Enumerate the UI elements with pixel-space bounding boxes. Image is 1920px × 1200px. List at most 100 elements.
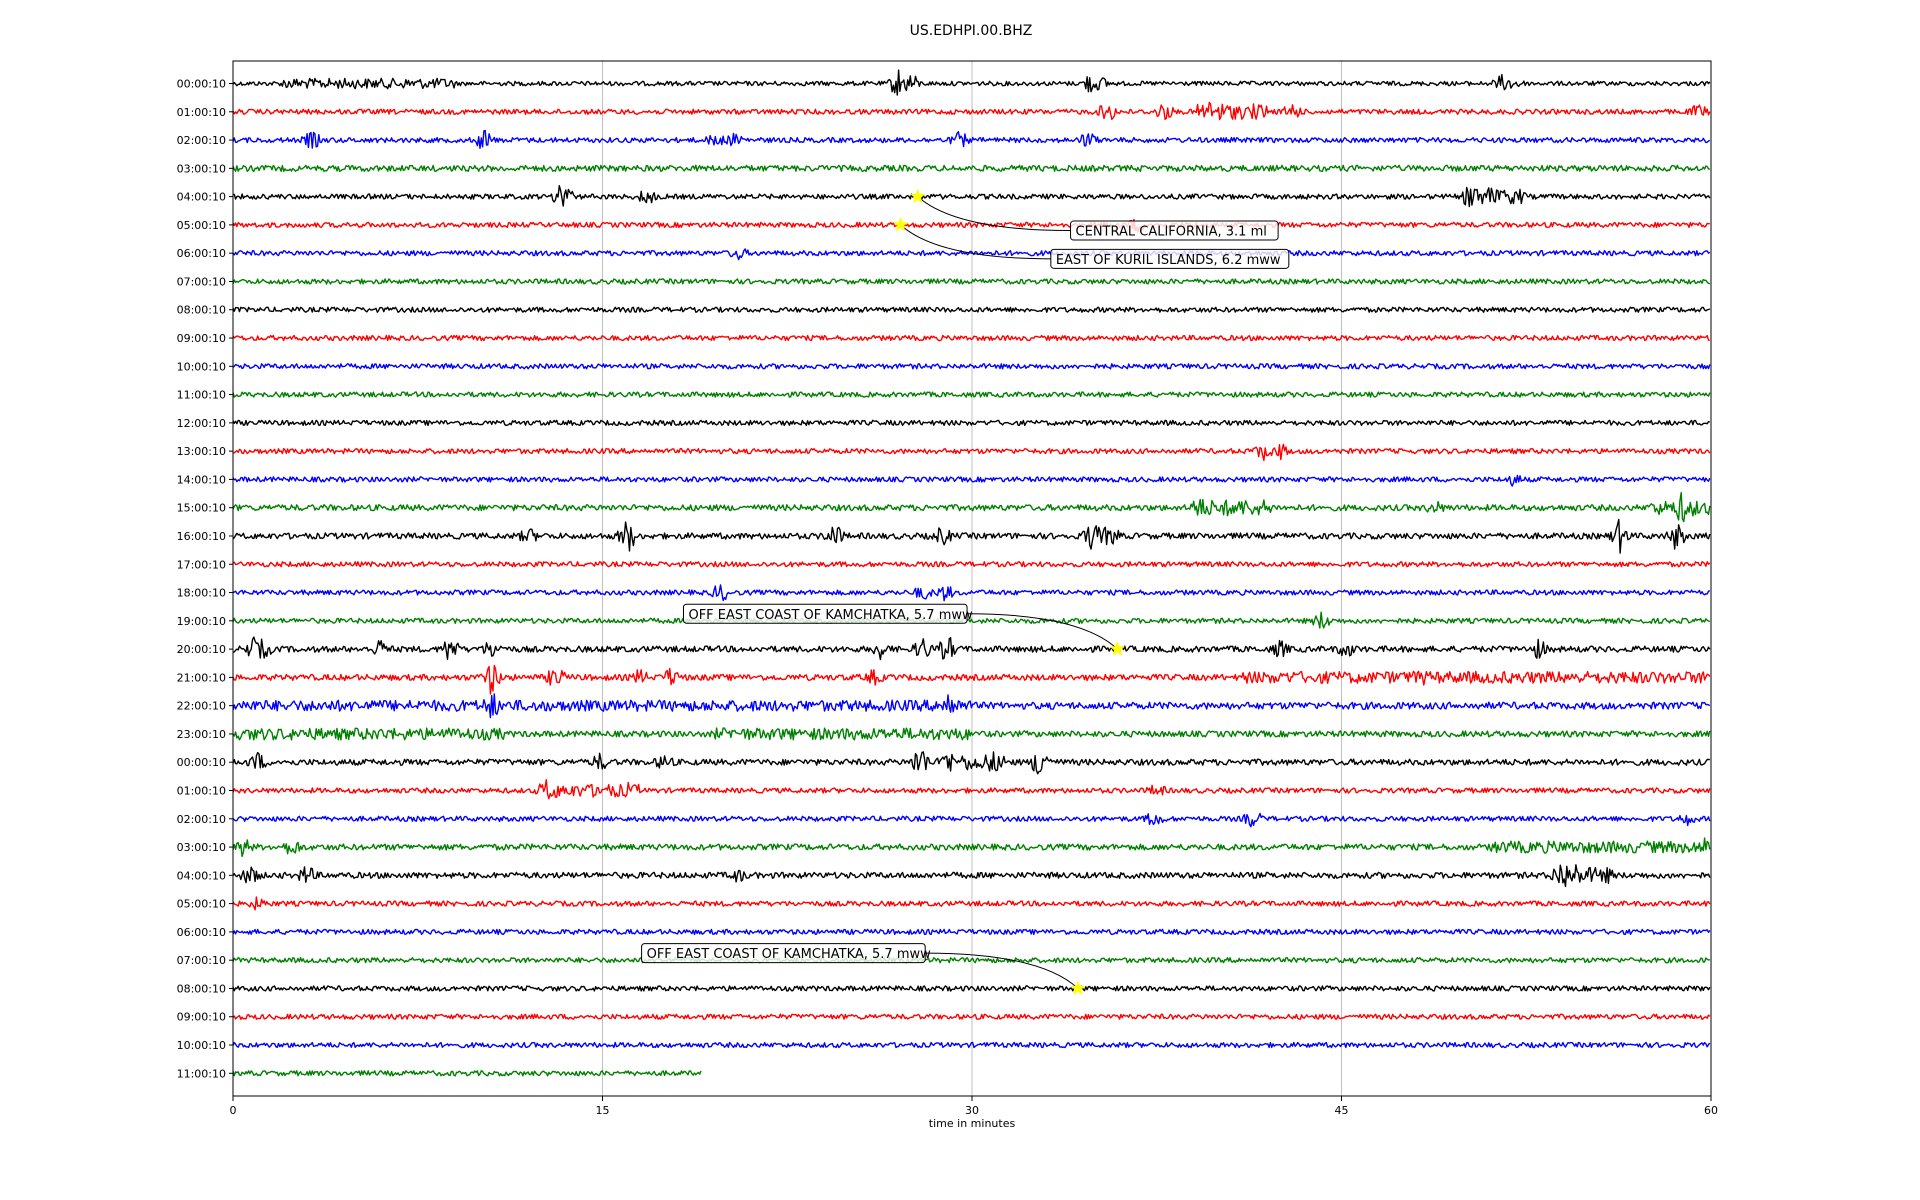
seismic-trace	[232, 164, 1710, 172]
row-label: 15:00:10	[177, 502, 226, 515]
row-label: 12:00:10	[177, 417, 226, 430]
seismic-trace	[232, 491, 1711, 523]
seismic-trace	[232, 278, 1711, 285]
seismic-trace	[232, 837, 1711, 858]
seismic-trace	[232, 693, 1711, 719]
row-label: 19:00:10	[177, 615, 226, 628]
row-label: 00:00:10	[177, 78, 226, 91]
seismic-trace	[232, 636, 1711, 661]
seismic-trace	[232, 611, 1711, 629]
row-label: 21:00:10	[177, 671, 226, 684]
row-label: 06:00:10	[177, 247, 226, 260]
seismic-trace	[232, 443, 1711, 462]
annotation-connector	[900, 224, 1051, 260]
annotation-box	[1070, 220, 1279, 241]
row-label: 11:00:10	[177, 1067, 226, 1080]
annotation-connector	[925, 952, 1079, 989]
seismic-trace	[232, 518, 1711, 554]
annotation-text: EAST OF KURIL ISLANDS, 6.2 mww	[1056, 253, 1281, 268]
annotation-connector	[917, 196, 1071, 232]
annotation-connector	[967, 613, 1118, 650]
row-label: 06:00:10	[177, 926, 226, 939]
event-star-marker	[1109, 641, 1125, 656]
row-label: 08:00:10	[177, 982, 226, 995]
annotation-text: OFF EAST COAST OF KAMCHATKA, 5.7 mww	[647, 947, 932, 962]
row-label: 14:00:10	[177, 473, 226, 486]
seismic-trace	[232, 751, 1710, 775]
row-label: 09:00:10	[177, 332, 226, 345]
x-tick-label: 15	[596, 1104, 610, 1117]
seismic-trace	[232, 1070, 702, 1077]
seismic-trace	[232, 957, 1711, 964]
annotation-text: CENTRAL CALIFORNIA, 3.1 ml	[1076, 225, 1267, 240]
seismic-trace	[232, 1041, 1711, 1049]
row-label: 20:00:10	[177, 643, 226, 656]
chart-title: US.EDHPI.00.BHZ	[910, 23, 1033, 39]
seismic-trace	[232, 363, 1711, 370]
seismic-trace	[232, 218, 1710, 233]
seismic-trace	[232, 812, 1711, 828]
x-axis-label: time in minutes	[929, 1117, 1016, 1130]
seismic-trace	[232, 727, 1711, 741]
seismic-trace	[232, 985, 1711, 992]
row-label: 07:00:10	[177, 275, 226, 288]
x-tick-label: 45	[1335, 1104, 1349, 1117]
row-label: 09:00:10	[177, 1011, 226, 1024]
row-label: 10:00:10	[177, 360, 226, 373]
seismic-trace	[232, 474, 1711, 487]
event-star-marker	[910, 188, 926, 204]
row-label: 02:00:10	[177, 813, 226, 826]
seismic-trace	[232, 101, 1711, 121]
row-time-labels: 00:00:10 01:00:10 02:00:10 03:00:10 04:00:10…	[177, 78, 233, 1080]
event-star-marker	[1070, 980, 1086, 995]
row-label: 01:00:10	[177, 785, 226, 798]
x-tick-label: 60	[1704, 1104, 1718, 1117]
seismic-trace	[232, 419, 1711, 427]
row-label: 04:00:10	[177, 191, 226, 204]
row-label: 04:00:10	[177, 869, 226, 882]
seismic-trace	[232, 896, 1711, 911]
seismic-trace	[232, 248, 1711, 261]
seismic-trace	[232, 779, 1711, 800]
row-label: 13:00:10	[177, 445, 226, 458]
x-tick-label: 0	[230, 1104, 237, 1117]
annotation-box	[1050, 248, 1290, 269]
seismic-trace	[232, 864, 1711, 888]
x-axis: 0 15 30 45 60	[230, 1096, 1718, 1117]
annotation-box	[682, 603, 968, 624]
row-label: 03:00:10	[177, 162, 226, 175]
seismic-trace	[232, 129, 1711, 149]
row-label: 07:00:10	[177, 954, 226, 967]
seismic-trace	[232, 306, 1711, 313]
row-label: 05:00:10	[177, 219, 226, 232]
event-annotations: CENTRAL CALIFORNIA, 3.1 ml EAST OF KURIL …	[641, 188, 1290, 995]
seismic-trace	[232, 561, 1711, 568]
row-label: 10:00:10	[177, 1039, 226, 1052]
seismic-trace	[232, 664, 1711, 695]
annotation-text: OFF EAST COAST OF KAMCHATKA, 5.7 mww	[688, 608, 973, 623]
seismic-traces	[232, 69, 1711, 1077]
row-label: 18:00:10	[177, 587, 226, 600]
row-label: 11:00:10	[177, 389, 226, 402]
seismic-trace	[232, 584, 1711, 602]
seismic-trace	[232, 334, 1710, 342]
row-label: 01:00:10	[177, 106, 226, 119]
seismic-trace	[232, 185, 1711, 208]
row-label: 23:00:10	[177, 728, 226, 741]
annotation-box	[641, 943, 926, 964]
seismic-trace	[232, 1013, 1711, 1020]
vertical-grid	[602, 61, 1342, 1096]
row-label: 08:00:10	[177, 304, 226, 317]
row-label: 22:00:10	[177, 700, 226, 713]
row-label: 00:00:10	[177, 756, 226, 769]
row-label: 03:00:10	[177, 841, 226, 854]
row-label: 02:00:10	[177, 134, 226, 147]
row-label: 05:00:10	[177, 898, 226, 911]
event-star-marker	[893, 216, 909, 232]
seismic-trace	[232, 928, 1711, 936]
seismic-trace	[232, 391, 1711, 398]
row-label: 16:00:10	[177, 530, 226, 543]
seismic-trace	[232, 69, 1711, 96]
x-tick-label: 30	[965, 1104, 979, 1117]
